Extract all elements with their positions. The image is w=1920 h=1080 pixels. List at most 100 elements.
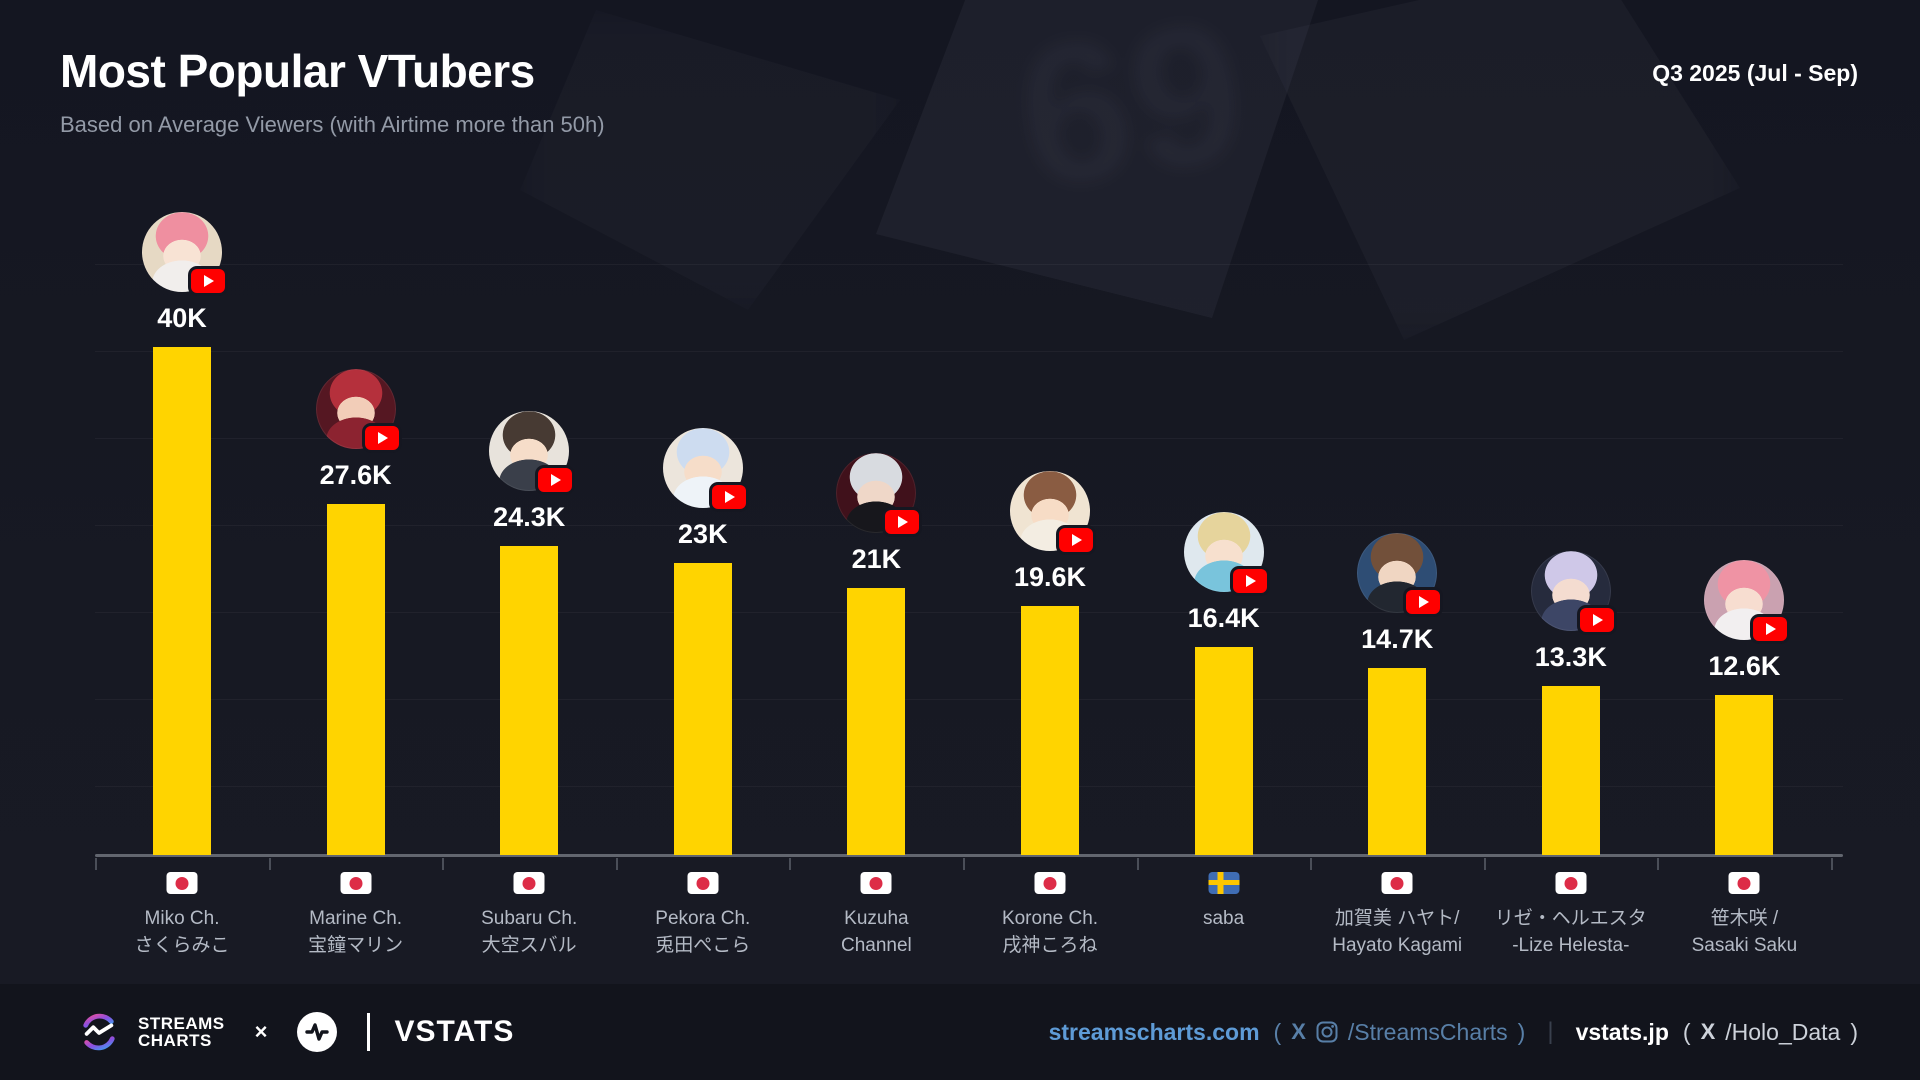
footer: STREAMS CHARTS × VSTATS streamscharts.co… xyxy=(0,984,1920,1080)
vtuber-name-label: saba xyxy=(1202,908,1245,929)
vtuber-name-label: 笹木咲 / Sasaki Saku xyxy=(1691,908,1798,956)
youtube-icon xyxy=(1403,587,1444,617)
bar-value-label: 27.6K xyxy=(319,460,392,490)
vtuber-name-label: リゼ・ヘルエスタ -Lize Helesta- xyxy=(1494,908,1647,956)
page-title: Most Popular VTubers xyxy=(60,45,535,97)
x-twitter-icon[interactable]: X xyxy=(1291,1019,1306,1044)
holodata-handle-link[interactable]: /Holo_Data xyxy=(1725,1018,1841,1045)
bar xyxy=(153,347,211,855)
gridline xyxy=(95,264,1843,265)
axis-tick xyxy=(615,858,618,870)
chart-column: 14.7K 加賀美 ハヤト/ Hayato Kagami xyxy=(1310,0,1484,1080)
country-flag-icon xyxy=(687,872,719,894)
bar-value-label: 13.3K xyxy=(1534,642,1607,672)
youtube-icon xyxy=(882,507,923,537)
bar xyxy=(326,504,385,855)
vtuber-avatar xyxy=(662,428,749,512)
footer-divider: | xyxy=(1547,1018,1554,1045)
bar xyxy=(1194,647,1253,855)
youtube-icon xyxy=(1229,566,1270,596)
youtube-icon xyxy=(361,423,402,453)
vtuber-name-label: Kuzuha Channel xyxy=(841,908,912,956)
axis-tick xyxy=(1310,858,1313,870)
vstats-logo-divider xyxy=(367,1013,371,1051)
axis-tick xyxy=(1831,858,1833,870)
streamscharts-logo-icon xyxy=(83,1013,115,1051)
gridline xyxy=(95,612,1843,613)
vtuber-name-label: 加賀美 ハヤト/ Hayato Kagami xyxy=(1332,908,1463,956)
axis-tick xyxy=(1136,858,1139,870)
country-flag-icon xyxy=(1208,872,1240,894)
x-axis-line xyxy=(95,854,1843,857)
x-twitter-icon[interactable]: X xyxy=(1700,1019,1716,1044)
period-label: Q3 2025 (Jul - Sep) xyxy=(1652,60,1858,86)
chart-column: 40K Miko Ch. さくらみこ xyxy=(95,0,269,1080)
bar-value-label: 23K xyxy=(678,519,728,549)
vtuber-name-label: Subaru Ch. 大空スバル xyxy=(481,908,578,956)
bar xyxy=(1541,686,1600,855)
bar-value-label: 16.4K xyxy=(1187,603,1260,633)
footer-links: streamscharts.com ( X /StreamsCharts ) |… xyxy=(1048,1018,1858,1045)
vtuber-avatar-image xyxy=(836,453,917,533)
youtube-icon xyxy=(535,465,576,495)
axis-tick xyxy=(95,858,97,870)
youtube-icon xyxy=(1056,525,1096,555)
vtuber-avatar xyxy=(1530,551,1617,635)
youtube-icon xyxy=(188,266,228,296)
bar-value-label: 12.6K xyxy=(1708,651,1781,681)
vstats-site-link[interactable]: vstats.jp xyxy=(1575,1018,1669,1045)
vtuber-name-label: Marine Ch. 宝鐘マリン xyxy=(308,908,404,956)
bar xyxy=(1021,606,1079,855)
axis-tick xyxy=(442,858,445,870)
streamscharts-logo-text: STREAMS CHARTS xyxy=(138,1014,225,1050)
youtube-icon xyxy=(1750,614,1791,644)
vtuber-avatar xyxy=(142,212,228,296)
bar-value-label: 24.3K xyxy=(493,502,566,532)
youtube-icon xyxy=(1576,605,1617,635)
vtuber-avatar xyxy=(1704,560,1791,644)
bar xyxy=(500,546,559,855)
vtuber-name-label: Pekora Ch. 兎田ぺこら xyxy=(655,908,751,956)
country-flag-icon xyxy=(1555,872,1587,894)
vstats-logo-text: VSTATS xyxy=(394,1015,515,1048)
vtuber-avatar-image xyxy=(1010,471,1090,551)
bar-value-label: 14.7K xyxy=(1361,624,1434,654)
axis-tick xyxy=(268,858,271,870)
streamscharts-handle-link[interactable]: /StreamsCharts xyxy=(1347,1018,1508,1045)
gridline xyxy=(95,351,1843,352)
chart-column: 12.6K 笹木咲 / Sasaki Saku xyxy=(1657,0,1831,1080)
bar xyxy=(1715,695,1774,855)
country-flag-icon xyxy=(1728,872,1760,894)
gridline xyxy=(95,786,1843,787)
vtuber-avatar xyxy=(1357,533,1444,617)
chart-column: 19.6K Korone Ch. 戌神ころね xyxy=(963,0,1137,1080)
bar-value-label: 19.6K xyxy=(1013,562,1087,592)
vtuber-name-label: Korone Ch. 戌神ころね xyxy=(1001,908,1099,956)
country-flag-icon xyxy=(513,872,545,894)
chart-column: 16.4K saba xyxy=(1137,0,1311,1080)
vtuber-name-label: Miko Ch. さくらみこ xyxy=(134,908,230,956)
instagram-icon[interactable] xyxy=(1316,1021,1338,1043)
axis-tick xyxy=(1657,858,1660,870)
vstats-logo-icon xyxy=(297,1012,338,1052)
vtuber-avatar xyxy=(489,411,576,495)
gridline xyxy=(95,525,1843,526)
vtuber-avatar xyxy=(836,453,923,537)
bar-value-label: 40K xyxy=(157,303,207,333)
country-flag-icon xyxy=(1381,872,1413,894)
bar-value-label: 21K xyxy=(851,544,902,574)
axis-tick xyxy=(963,858,965,870)
chart-column: 24.3K Subaru Ch. 大空スバル xyxy=(442,0,616,1080)
vtuber-avatar-image xyxy=(1530,551,1611,631)
bar xyxy=(1368,668,1427,855)
bar xyxy=(847,588,906,855)
gridline xyxy=(95,699,1843,700)
streamscharts-site-link[interactable]: streamscharts.com xyxy=(1048,1018,1260,1045)
country-flag-icon xyxy=(166,872,198,894)
country-flag-icon xyxy=(340,872,372,894)
page-subtitle: Based on Average Viewers (with Airtime m… xyxy=(60,112,605,137)
collab-x-separator: × xyxy=(254,1019,268,1044)
gridline xyxy=(95,438,1843,439)
country-flag-icon xyxy=(1034,872,1066,894)
